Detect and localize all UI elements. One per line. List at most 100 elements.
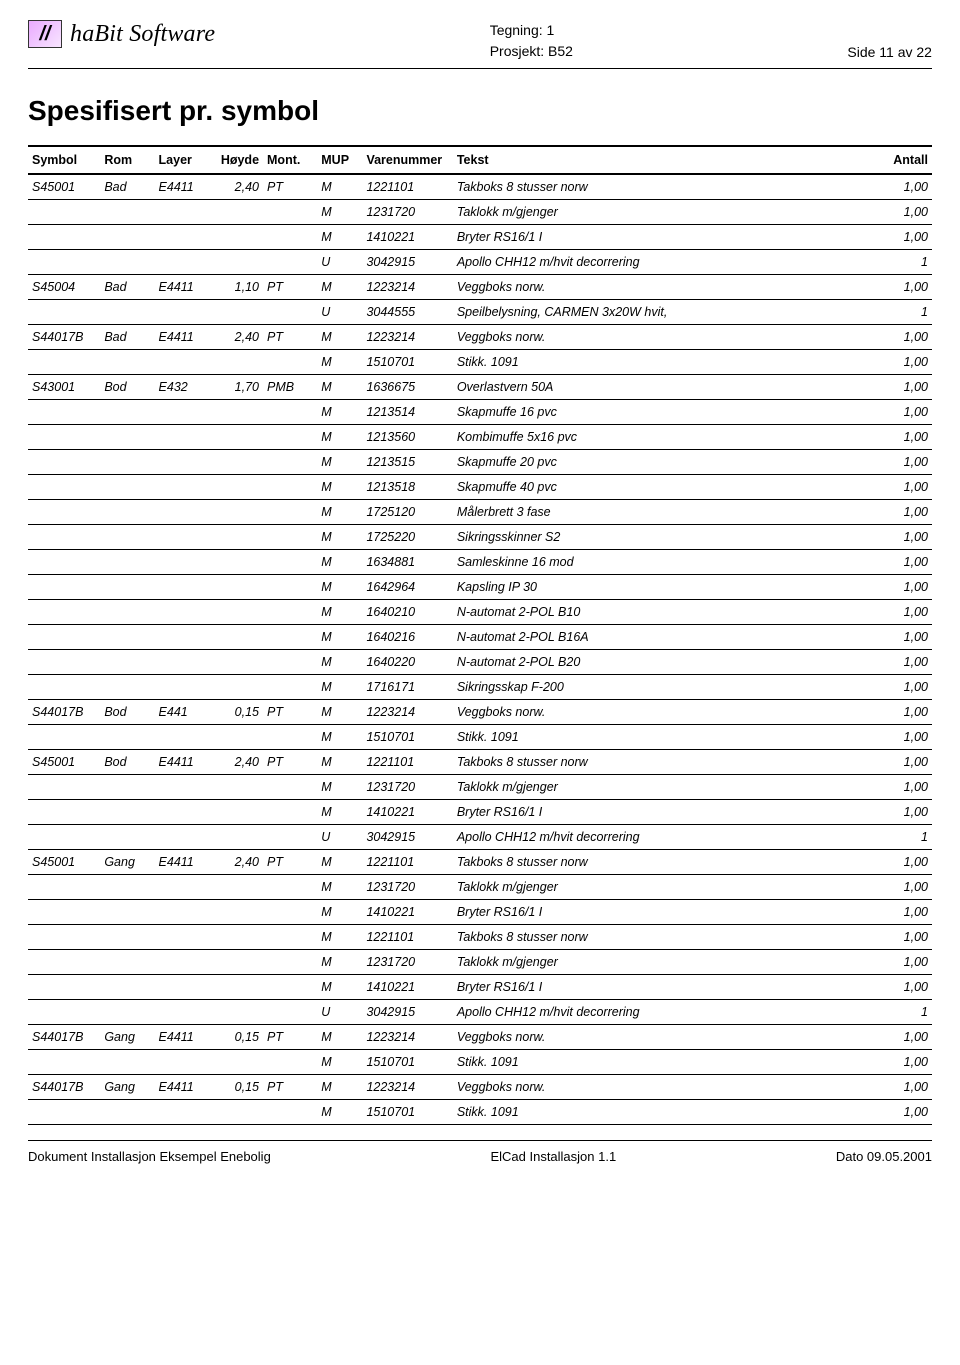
cell-antall: 1 bbox=[869, 1000, 932, 1025]
cell-rom bbox=[100, 1050, 154, 1075]
cell-layer bbox=[155, 925, 209, 950]
cell-hoyde: 2,40 bbox=[209, 750, 263, 775]
table-row: M1510701Stikk. 10911,00 bbox=[28, 725, 932, 750]
cell-symbol bbox=[28, 225, 100, 250]
cell-hoyde bbox=[209, 425, 263, 450]
cell-mup: M bbox=[317, 225, 362, 250]
cell-symbol: S45001 bbox=[28, 174, 100, 200]
cell-varenummer: 1510701 bbox=[362, 725, 452, 750]
cell-mont bbox=[263, 525, 317, 550]
cell-antall: 1,00 bbox=[869, 975, 932, 1000]
cell-rom: Bad bbox=[100, 325, 154, 350]
cell-rom bbox=[100, 675, 154, 700]
cell-varenummer: 1634881 bbox=[362, 550, 452, 575]
cell-layer bbox=[155, 600, 209, 625]
cell-mup: M bbox=[317, 750, 362, 775]
cell-symbol bbox=[28, 425, 100, 450]
cell-varenummer: 1213515 bbox=[362, 450, 452, 475]
cell-tekst: Apollo CHH12 m/hvit decorrering bbox=[453, 825, 869, 850]
cell-mup: M bbox=[317, 375, 362, 400]
cell-antall: 1,00 bbox=[869, 725, 932, 750]
table-row: S43001BodE4321,70PMBM1636675Overlastvern… bbox=[28, 375, 932, 400]
cell-varenummer: 1640216 bbox=[362, 625, 452, 650]
table-row: U3042915Apollo CHH12 m/hvit decorrering1 bbox=[28, 250, 932, 275]
table-row: U3042915Apollo CHH12 m/hvit decorrering1 bbox=[28, 825, 932, 850]
cell-rom bbox=[100, 200, 154, 225]
cell-symbol bbox=[28, 875, 100, 900]
cell-antall: 1,00 bbox=[869, 525, 932, 550]
table-row: M1213518Skapmuffe 40 pvc1,00 bbox=[28, 475, 932, 500]
cell-rom bbox=[100, 625, 154, 650]
cell-rom bbox=[100, 800, 154, 825]
cell-varenummer: 1223214 bbox=[362, 700, 452, 725]
cell-layer: E4411 bbox=[155, 174, 209, 200]
cell-mup: U bbox=[317, 300, 362, 325]
cell-layer bbox=[155, 1050, 209, 1075]
page-header: // haBit Software Tegning: 1 Prosjekt: B… bbox=[28, 20, 932, 68]
cell-mup: M bbox=[317, 950, 362, 975]
cell-hoyde bbox=[209, 650, 263, 675]
cell-varenummer: 1716171 bbox=[362, 675, 452, 700]
cell-antall: 1,00 bbox=[869, 1050, 932, 1075]
footer-center: ElCad Installasjon 1.1 bbox=[490, 1149, 616, 1164]
cell-rom: Gang bbox=[100, 1075, 154, 1100]
table-row: M1410221Bryter RS16/1 I1,00 bbox=[28, 800, 932, 825]
logo-icon: // bbox=[28, 20, 62, 48]
prosjekt-label: Prosjekt: B52 bbox=[490, 41, 573, 62]
cell-layer bbox=[155, 450, 209, 475]
cell-mup: M bbox=[317, 525, 362, 550]
cell-mont: PT bbox=[263, 850, 317, 875]
cell-mont bbox=[263, 225, 317, 250]
cell-mont bbox=[263, 500, 317, 525]
cell-hoyde: 1,70 bbox=[209, 375, 263, 400]
cell-hoyde bbox=[209, 875, 263, 900]
cell-mont bbox=[263, 650, 317, 675]
cell-rom bbox=[100, 875, 154, 900]
cell-antall: 1,00 bbox=[869, 900, 932, 925]
cell-varenummer: 1221101 bbox=[362, 174, 452, 200]
cell-tekst: Bryter RS16/1 I bbox=[453, 900, 869, 925]
cell-varenummer: 1410221 bbox=[362, 900, 452, 925]
cell-hoyde bbox=[209, 950, 263, 975]
cell-symbol bbox=[28, 200, 100, 225]
cell-rom: Bod bbox=[100, 375, 154, 400]
cell-symbol bbox=[28, 925, 100, 950]
table-row: M1231720Taklokk m/gjenger1,00 bbox=[28, 950, 932, 975]
cell-tekst: N-automat 2-POL B10 bbox=[453, 600, 869, 625]
table-row: M1410221Bryter RS16/1 I1,00 bbox=[28, 900, 932, 925]
cell-mup: M bbox=[317, 925, 362, 950]
table-row: S45004BadE44111,10PTM1223214Veggboks nor… bbox=[28, 275, 932, 300]
cell-layer bbox=[155, 625, 209, 650]
cell-tekst: Takboks 8 stusser norw bbox=[453, 174, 869, 200]
cell-mup: M bbox=[317, 275, 362, 300]
cell-tekst: Skapmuffe 16 pvc bbox=[453, 400, 869, 425]
cell-antall: 1,00 bbox=[869, 425, 932, 450]
cell-layer bbox=[155, 800, 209, 825]
cell-rom bbox=[100, 1100, 154, 1125]
cell-layer bbox=[155, 900, 209, 925]
cell-tekst: Takboks 8 stusser norw bbox=[453, 925, 869, 950]
cell-mont: PT bbox=[263, 1075, 317, 1100]
cell-tekst: Stikk. 1091 bbox=[453, 1050, 869, 1075]
cell-mup: M bbox=[317, 775, 362, 800]
cell-antall: 1,00 bbox=[869, 200, 932, 225]
header-left: // haBit Software bbox=[28, 20, 215, 48]
cell-tekst: Bryter RS16/1 I bbox=[453, 800, 869, 825]
cell-antall: 1,00 bbox=[869, 950, 932, 975]
cell-hoyde: 2,40 bbox=[209, 850, 263, 875]
cell-hoyde bbox=[209, 1000, 263, 1025]
cell-rom bbox=[100, 1000, 154, 1025]
col-hoyde: Høyde bbox=[209, 146, 263, 174]
cell-layer bbox=[155, 975, 209, 1000]
cell-symbol bbox=[28, 1050, 100, 1075]
cell-varenummer: 1640220 bbox=[362, 650, 452, 675]
header-rule bbox=[28, 68, 932, 69]
cell-rom: Bad bbox=[100, 275, 154, 300]
cell-varenummer: 1410221 bbox=[362, 800, 452, 825]
cell-antall: 1,00 bbox=[869, 400, 932, 425]
tegning-label: Tegning: 1 bbox=[490, 20, 573, 41]
table-row: S44017BBadE44112,40PTM1223214Veggboks no… bbox=[28, 325, 932, 350]
cell-hoyde bbox=[209, 925, 263, 950]
cell-mont bbox=[263, 350, 317, 375]
cell-mup: M bbox=[317, 475, 362, 500]
